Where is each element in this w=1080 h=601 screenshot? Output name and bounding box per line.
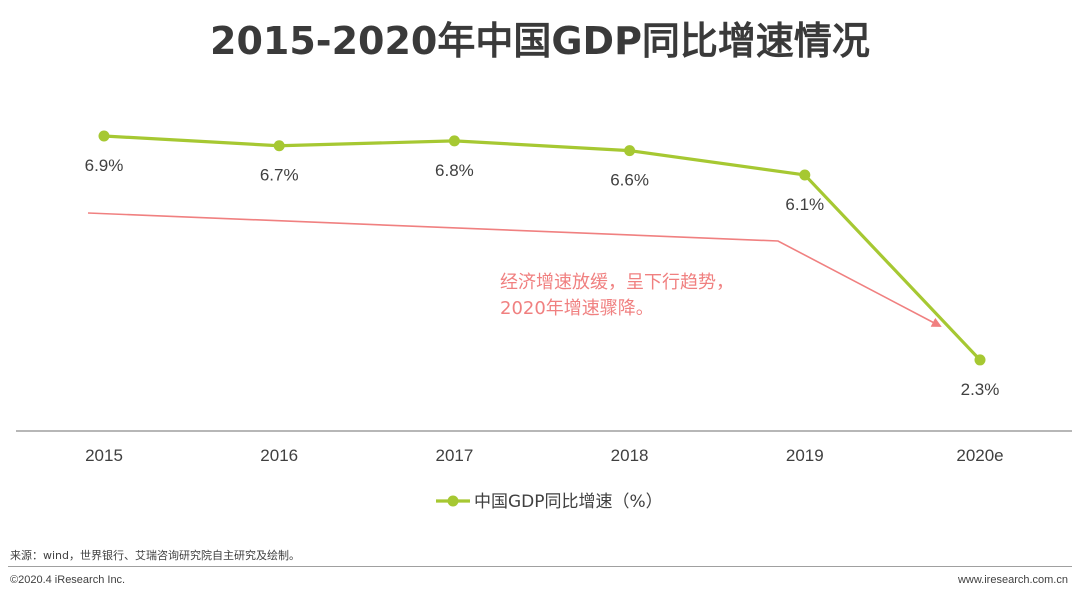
x-tick-label-2020e: 2020e [956, 446, 1003, 465]
source-note: 来源：wind，世界银行、艾瑞咨询研究院自主研究及绘制。 [10, 549, 301, 562]
x-tick-label-2016: 2016 [260, 446, 298, 465]
data-point-2017 [448, 135, 460, 147]
series-line [103, 134, 982, 362]
copyright-text: ©2020.4 iResearch Inc. [10, 574, 126, 586]
data-label-2016: 6.7% [260, 166, 299, 185]
website-link[interactable]: www.iresearch.com.cn [957, 574, 1068, 586]
footer-divider [8, 566, 1072, 567]
x-tick-label-2019: 2019 [786, 446, 824, 465]
data-label-2017: 6.8% [435, 161, 474, 180]
legend-label: 中国GDP同比增速（%） [474, 492, 663, 512]
data-label-2019: 6.1% [785, 195, 824, 214]
data-point-2015 [98, 130, 110, 142]
chart-title: 2015-2020年中国GDP同比增速情况 [210, 19, 870, 63]
data-point-2018 [624, 145, 636, 157]
x-tick-label-2018: 2018 [611, 446, 649, 465]
data-point-2016 [273, 140, 285, 152]
data-point-2019 [799, 169, 811, 181]
x-tick-label-2015: 2015 [85, 446, 123, 465]
data-point-2020e [974, 354, 986, 366]
data-label-2015: 6.9% [85, 156, 124, 175]
legend-marker [447, 495, 459, 507]
data-label-2020e: 2.3% [961, 380, 1000, 399]
trend-annotation-line-1: 经济增速放缓，呈下行趋势， [500, 272, 734, 293]
x-tick-label-2017: 2017 [435, 446, 473, 465]
trend-annotation-line-2: 2020年增速骤降。 [500, 298, 654, 319]
data-label-2018: 6.6% [610, 171, 649, 190]
trend-arrow [87, 212, 942, 327]
